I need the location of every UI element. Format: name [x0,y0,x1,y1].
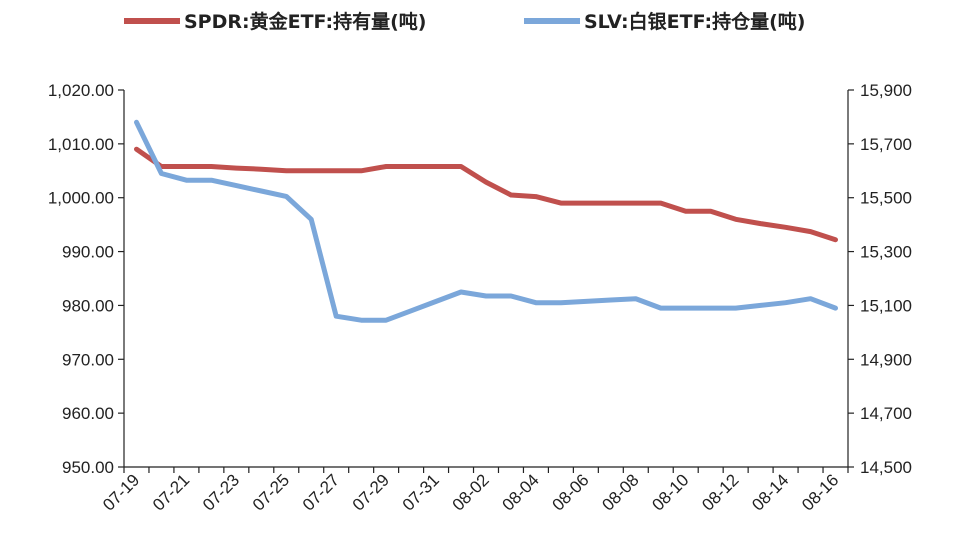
right-axis-ticks: 14,500 14,700 14,900 15,100 15,300 15,500 15,7… [848,81,912,477]
right-tick-label: 14,900 [860,350,912,369]
right-tick-label: 14,500 [860,458,912,477]
legend-label-spdr: SPDR:黄金ETF:持有量(吨) [184,10,426,33]
right-tick-label: 15,100 [860,296,912,315]
x-tick-label: 08-04 [499,470,543,514]
x-tick-label: 08-06 [549,470,593,514]
x-tick-label: 07-31 [399,470,443,514]
left-tick-label: 990.00 [62,243,114,262]
left-tick-label: 970.00 [62,350,114,369]
series-group [134,119,838,323]
x-tick-label: 08-08 [598,470,642,514]
left-tick-label: 950.00 [62,458,114,477]
x-tick-label: 08-02 [449,470,493,514]
right-tick-label: 15,900 [860,81,912,100]
x-tick-label: 08-10 [648,470,692,514]
left-tick-label: 1,000.00 [48,189,114,208]
x-tick-label: 08-16 [798,470,842,514]
x-axis-ticks: 07-19 07-21 07-23 07-25 07-27 07-29 07-31 08-02… [99,467,849,515]
left-axis-ticks: 950.00 960.00 970.00 980.00 990.00 1,000.00 1,… [48,81,124,477]
left-tick-label: 1,020.00 [48,81,114,100]
x-tick-label: 07-23 [199,470,243,514]
legend-label-slv: SLV:白银ETF:持仓量(吨) [584,10,805,33]
legend: SPDR:黄金ETF:持有量(吨) SLV:白银ETF:持仓量(吨) [124,10,805,33]
axes: 950.00 960.00 970.00 980.00 990.00 1,000.00 1,… [48,81,912,515]
series-line-slv [134,119,838,323]
right-tick-label: 15,300 [860,243,912,262]
x-tick-label: 07-25 [249,470,293,514]
x-tick-label: 07-29 [349,470,393,514]
x-tick-label: 07-19 [99,470,143,514]
x-tick-label: 08-14 [748,470,792,514]
x-tick-label: 07-21 [149,470,193,514]
right-tick-label: 15,500 [860,189,912,208]
left-tick-label: 980.00 [62,296,114,315]
x-tick-label: 07-27 [299,470,343,514]
right-tick-label: 14,700 [860,404,912,423]
left-tick-label: 960.00 [62,404,114,423]
series-line-spdr [134,146,838,243]
left-tick-label: 1,010.00 [48,135,114,154]
right-tick-label: 15,700 [860,135,912,154]
x-tick-label: 08-12 [698,470,742,514]
